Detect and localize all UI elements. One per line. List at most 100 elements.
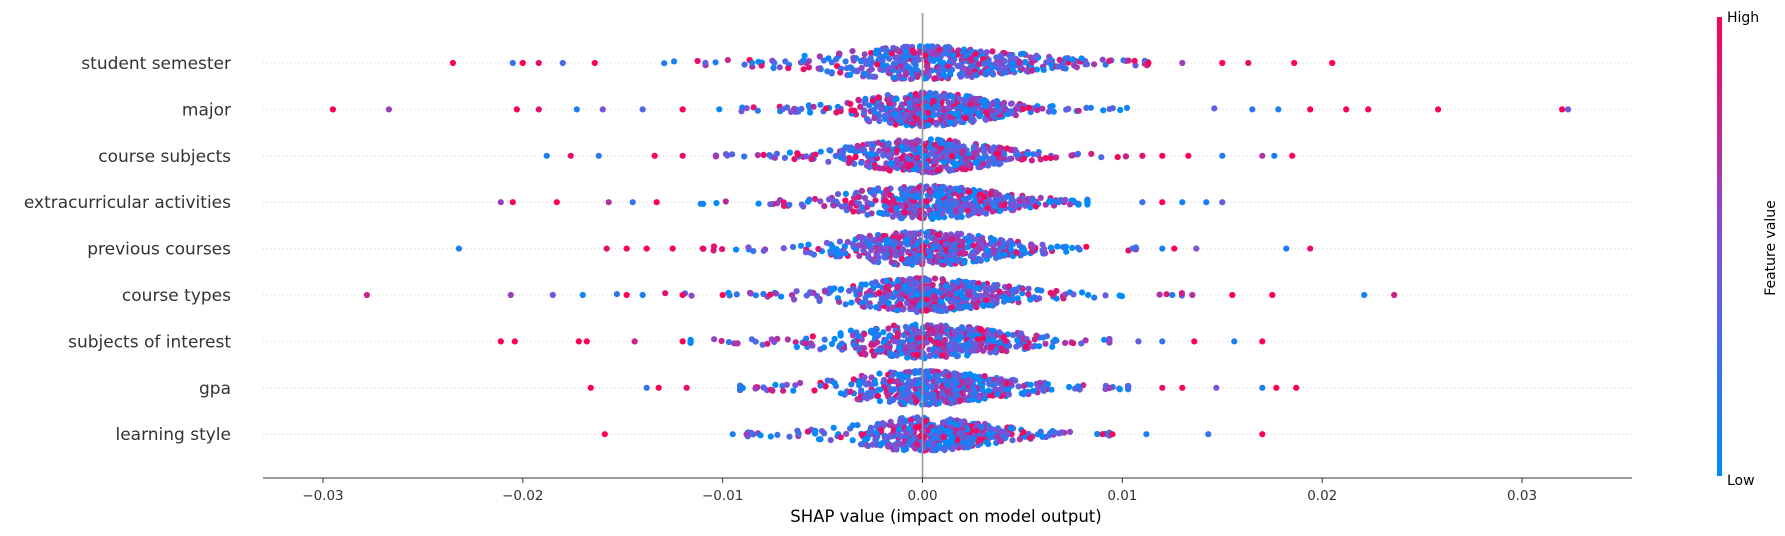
shap-point (995, 150, 1002, 157)
shap-point (876, 398, 884, 405)
shap-point (973, 236, 980, 243)
shap-point (962, 52, 970, 59)
shap-point (940, 59, 947, 66)
shap-point (904, 248, 912, 256)
shap-point (1019, 106, 1026, 113)
shap-point (925, 330, 932, 337)
shap-point (1040, 248, 1047, 255)
shap-point (926, 144, 933, 151)
shap-point (836, 50, 843, 57)
shap-point (896, 73, 904, 80)
shap-point (856, 291, 863, 298)
shap-outlier-point (669, 245, 676, 252)
shap-point (906, 425, 913, 432)
shap-point (837, 342, 844, 349)
shap-point (807, 289, 814, 296)
shap-point (1163, 291, 1170, 298)
shap-point (989, 112, 997, 119)
shap-point (1007, 379, 1014, 386)
shap-point (767, 201, 774, 208)
shap-point (831, 380, 838, 387)
shap-point (950, 51, 957, 59)
shap-point (954, 109, 961, 116)
shap-outlier-point (567, 152, 574, 159)
shap-outlier-point (1231, 338, 1238, 345)
shap-point (752, 385, 759, 392)
shap-point (868, 145, 876, 152)
shap-point (893, 46, 900, 53)
x-axis-title: SHAP value (impact on model output) (790, 507, 1101, 526)
shap-point (930, 97, 937, 104)
shap-point (1001, 99, 1008, 106)
shap-point (888, 373, 895, 380)
shap-point (1009, 66, 1016, 73)
colorbar-title: Feature value (1763, 200, 1779, 296)
shap-point (998, 438, 1005, 445)
shap-point (913, 296, 920, 303)
shap-point (1117, 106, 1124, 114)
shap-point (877, 386, 884, 393)
shap-point (1114, 154, 1121, 161)
shap-outlier-point (1205, 431, 1212, 438)
shap-point (864, 116, 871, 123)
shap-point (922, 374, 929, 382)
shap-point (967, 331, 974, 338)
shap-point (976, 394, 983, 401)
shap-point (882, 46, 890, 53)
shap-point (923, 285, 931, 292)
shap-point (1049, 103, 1056, 110)
shap-point (772, 290, 780, 297)
shap-point (989, 69, 996, 77)
shap-point (941, 337, 948, 344)
shap-point (945, 290, 953, 297)
shap-point (852, 55, 860, 62)
shap-outlier-point (535, 106, 542, 113)
shap-point (897, 196, 904, 203)
feature-row (455, 228, 1314, 268)
shap-point (882, 295, 889, 302)
shap-point (961, 106, 968, 113)
shap-point (876, 370, 883, 377)
shap-point (711, 336, 718, 343)
shap-point (886, 333, 893, 340)
shap-point (1091, 294, 1098, 301)
shap-point (1131, 57, 1138, 64)
shap-point (956, 250, 964, 257)
shap-point (867, 424, 875, 431)
shap-point (852, 153, 859, 161)
shap-point (1106, 338, 1113, 346)
shap-point (750, 248, 757, 255)
shap-point (987, 349, 994, 356)
shap-point (1075, 107, 1082, 114)
shap-point (754, 107, 761, 114)
shap-point (816, 53, 823, 60)
shap-outlier-point (1259, 338, 1266, 345)
shap-point (1034, 107, 1041, 114)
shap-point (1006, 342, 1013, 349)
shap-point (937, 116, 944, 123)
shap-point (895, 234, 902, 242)
shap-point (901, 400, 908, 407)
shap-point (982, 71, 990, 78)
shap-point (903, 111, 910, 118)
shap-point (953, 290, 960, 297)
shap-point (849, 332, 857, 339)
shap-point (1063, 248, 1070, 255)
shap-point (952, 443, 959, 450)
shap-point (989, 208, 996, 215)
shap-point (970, 386, 978, 393)
shap-point (844, 238, 851, 246)
shap-point (874, 61, 881, 68)
shap-point (998, 386, 1005, 394)
shap-point (970, 143, 978, 150)
shap-point (1087, 104, 1094, 111)
shap-point (981, 395, 989, 402)
shap-outlier-point (385, 106, 392, 113)
shap-point (842, 58, 849, 65)
shap-point (781, 154, 789, 161)
shap-point (906, 368, 913, 375)
shap-point (864, 204, 871, 211)
feature-label: course types (122, 286, 231, 306)
shap-point (923, 339, 930, 346)
colorbar-low-label: Low (1727, 473, 1755, 489)
